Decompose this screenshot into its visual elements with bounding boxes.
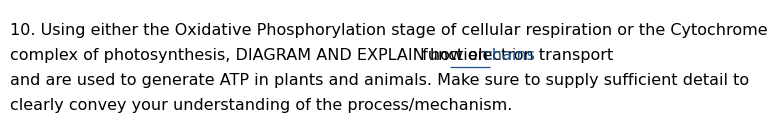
Text: and are used to generate ATP in plants and animals. Make sure to supply sufficie: and are used to generate ATP in plants a… (10, 73, 749, 88)
Text: clearly convey your understanding of the process/mechanism.: clearly convey your understanding of the… (10, 98, 513, 113)
Text: complex of photosynthesis, DIAGRAM AND EXPLAIN how electron transport: complex of photosynthesis, DIAGRAM AND E… (10, 48, 619, 63)
Text: 10. Using either the Oxidative Phosphorylation stage of cellular respiration or : 10. Using either the Oxidative Phosphory… (10, 23, 768, 38)
Text: chains: chains (483, 48, 535, 63)
Text: function: function (417, 48, 488, 63)
